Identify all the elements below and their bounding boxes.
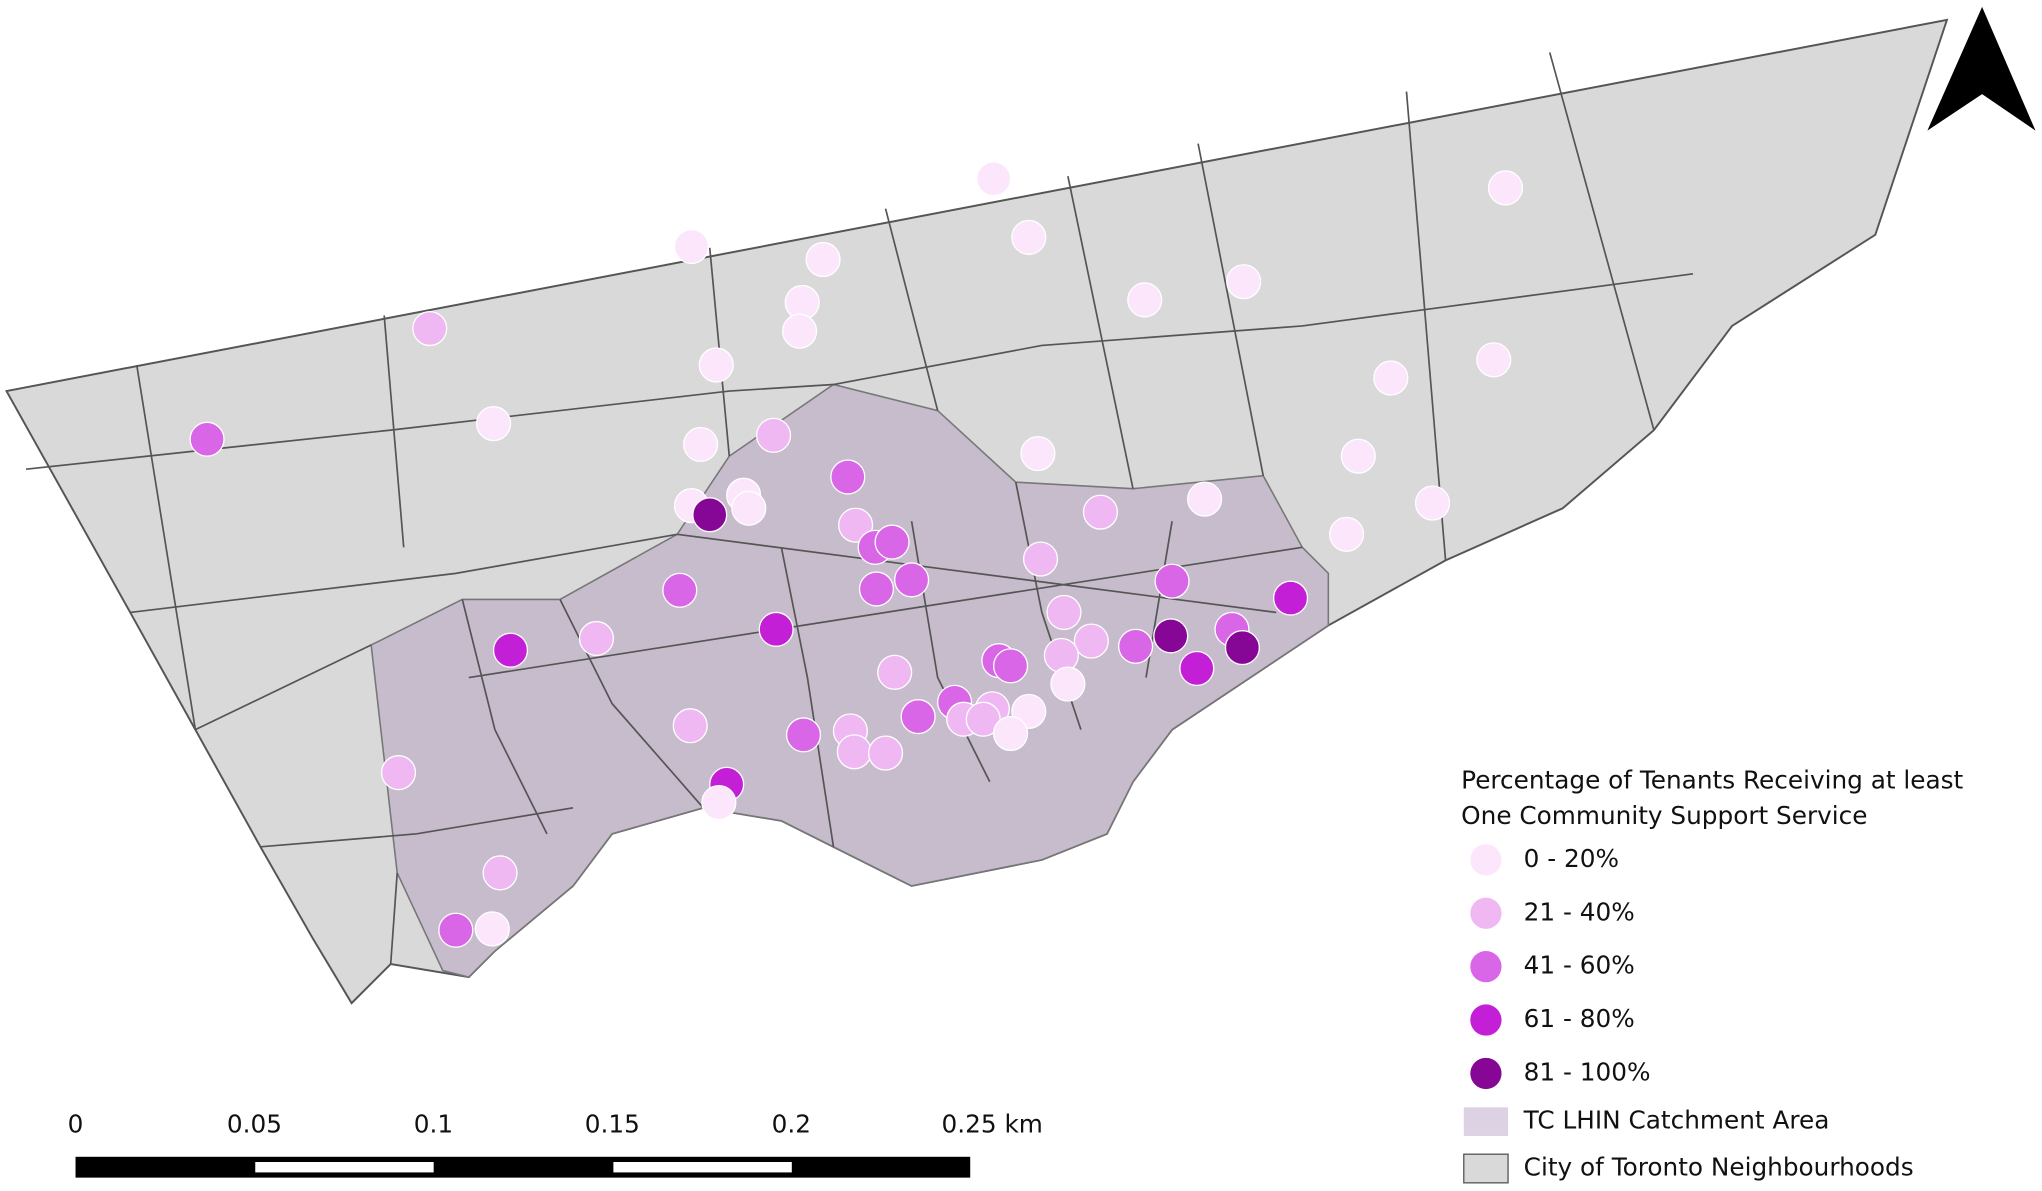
location-dot [1011,219,1047,255]
location-dot [1127,282,1163,318]
location-dot [785,717,822,753]
location-dot [877,654,913,690]
legend-dot [1470,844,1502,876]
legend-dot [1470,1057,1502,1090]
location-dot [1082,494,1119,530]
location-dot [438,912,474,948]
legend-label: TC LHIN Catchment Area [1523,1106,1830,1135]
legend-swatch [1463,1107,1509,1136]
location-dot [1046,594,1082,631]
location-dot [492,632,529,668]
location-dot [993,715,1029,752]
location-dot [692,497,728,533]
location-dot [475,406,512,442]
location-dot [830,459,866,495]
location-dot [672,708,708,744]
location-dot [662,572,698,608]
location-dot [380,755,417,791]
location-dot [1118,628,1154,664]
location-dot [1328,516,1365,552]
location-dot [1487,170,1524,206]
legend: Percentage of Tenants Receiving at least… [1461,766,1964,1184]
location-dot [1022,541,1059,577]
location-dot [1073,623,1109,659]
location-dot [1476,342,1512,378]
scale-label: 0 [68,1110,84,1139]
location-dot [1226,264,1262,300]
scale-label: 0.1 [414,1110,453,1139]
location-dot [1154,563,1190,599]
scale-label: 0.05 [227,1110,282,1139]
location-dot [758,611,794,647]
location-dot [836,734,872,770]
location-dot [683,426,719,463]
legend-label: 41 - 60% [1524,951,1635,980]
location-dot [1043,637,1079,673]
location-dot [782,313,818,349]
location-dot [1340,438,1376,474]
location-dot [976,161,1012,197]
location-dot [1187,481,1223,517]
location-dot [1373,360,1409,396]
location-dot [755,417,792,453]
legend-dot [1470,1004,1502,1036]
legend-dot [1470,951,1502,983]
location-dot [1179,650,1215,687]
location-dot [1050,666,1086,702]
north-arrow [1927,6,2036,131]
dots [189,161,1524,948]
location-dot [805,241,841,278]
scale-label: 0.25 km [942,1110,1043,1139]
scale-label: 0.15 [585,1110,640,1139]
location-dot [482,855,518,891]
location-dot [900,699,936,735]
location-dot [731,490,767,526]
location-dot [1414,485,1451,521]
location-dot [894,562,930,598]
legend-label: 0 - 20% [1524,844,1619,873]
scale-bar: 0 0.05 0.1 0.15 0.2 0.25 km [68,1110,1043,1178]
legend-label: 61 - 80% [1524,1004,1635,1033]
location-dot [838,507,874,543]
scale-label: 0.2 [772,1110,811,1139]
location-dot [1224,630,1260,666]
location-dot [993,648,1029,684]
location-dot [698,347,734,383]
location-dot [1272,580,1309,616]
legend-title: Percentage of Tenants Receiving at least [1461,766,1963,795]
location-dot [1153,618,1189,654]
location-dot [858,571,895,607]
location-dot [189,421,225,457]
legend-dot [1470,897,1502,929]
location-dot [673,228,710,265]
legend-title: One Community Support Service [1461,801,1867,830]
legend-label: City of Toronto Neighbourhoods [1524,1153,1914,1182]
location-dot [965,701,1001,737]
legend-label: 21 - 40% [1524,897,1635,926]
location-dot [874,524,910,560]
location-dot [412,310,448,347]
location-dot [578,620,615,657]
location-dot [474,911,510,947]
location-dot [867,735,904,771]
legend-swatch [1463,1153,1509,1184]
location-dot [701,784,737,821]
location-dot [1020,435,1056,472]
legend-label: 81 - 100% [1524,1057,1651,1086]
